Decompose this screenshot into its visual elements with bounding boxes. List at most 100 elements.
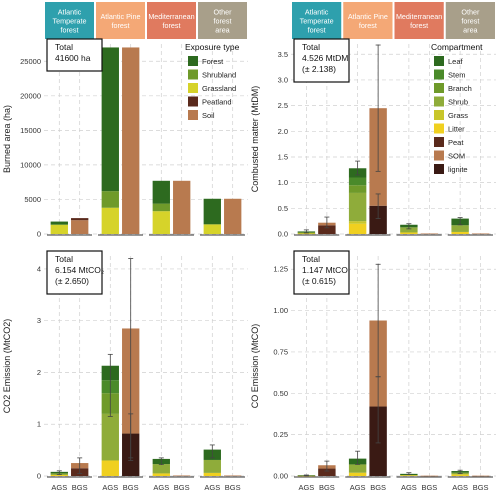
facet-strip-label: Atlantic Pine <box>101 12 141 21</box>
facet-strip-label: Atlantic <box>58 8 82 17</box>
y-tick-label: 1.0 <box>278 178 288 187</box>
y-tick-label: 0.5 <box>278 204 288 213</box>
panel-3: 0.00 0.25 0.50 0.75 1.00 1.25 CO Emission (MtC… <box>250 250 496 492</box>
legend-label: Peat <box>448 138 464 147</box>
facet-strip <box>45 2 94 39</box>
x-tick-label: AGS <box>350 483 366 492</box>
legend-label: Grass <box>448 111 468 120</box>
y-axis-title: Burned area (ha) <box>2 105 12 173</box>
y-tick-label: 2.0 <box>278 127 288 136</box>
total-box <box>46 250 103 295</box>
bar-segment <box>50 221 68 225</box>
legend-swatch <box>188 69 198 80</box>
facet-strip-label: area <box>463 26 477 35</box>
bar-segment <box>400 227 418 233</box>
x-tick-label: AGS <box>51 483 67 492</box>
facet-strip-label: Temperate <box>300 17 334 26</box>
legend-swatch <box>434 96 444 107</box>
legend-swatch <box>434 164 444 174</box>
facet-strip-label: forest <box>461 17 479 26</box>
bar-segment <box>152 473 170 476</box>
legend-title: Exposure type <box>185 42 240 52</box>
facet-strip <box>96 2 145 39</box>
facet-strip-label: Mediterranean <box>148 12 194 21</box>
x-tick-label: BGS <box>370 483 386 492</box>
x-tick-label: BGS <box>473 483 489 492</box>
legend-label: Branch <box>448 84 472 93</box>
bar-segment <box>318 468 336 476</box>
total-text: Total <box>55 254 73 264</box>
panel-2: 0 1 2 3 4 CO2 Emission (MtCO2) AGS BGS AGS BGS AGS… <box>2 250 248 492</box>
bar-segment <box>348 221 367 224</box>
bar-segment <box>101 191 119 208</box>
x-tick-label: AGS <box>401 483 417 492</box>
x-tick-label: BGS <box>421 483 437 492</box>
legend-swatch <box>188 96 198 107</box>
bar-segment <box>203 459 221 473</box>
bar-segment <box>50 224 68 226</box>
bar-segment <box>348 472 367 476</box>
bar-segment <box>50 474 68 476</box>
bar-segment <box>101 207 119 234</box>
bar-segment <box>101 413 119 461</box>
facet-strip <box>445 2 495 39</box>
y-tick-label: 5000 <box>24 195 41 204</box>
total-box <box>293 38 350 83</box>
facet-strip <box>198 2 247 39</box>
facet-strip-label: Other <box>461 8 480 17</box>
bar-segment <box>203 472 221 476</box>
y-tick-label: 0.50 <box>273 389 288 398</box>
bar-segment <box>451 474 469 476</box>
y-tick-label: 1.25 <box>273 265 288 274</box>
bar-segment <box>152 203 170 212</box>
y-tick-label: 1.00 <box>273 306 288 315</box>
facet-strip <box>394 2 444 39</box>
facet-strip-label: forest <box>112 21 130 30</box>
y-axis-title: CO Emission (MtCO) <box>250 324 260 409</box>
y-tick-label: 10000 <box>20 160 41 169</box>
legend-swatch <box>434 150 444 161</box>
x-tick-label: AGS <box>452 483 468 492</box>
facet-strip-label: forest <box>163 21 181 30</box>
y-tick-label: 1.5 <box>278 152 288 161</box>
legend-swatch <box>434 69 444 80</box>
total-box <box>293 250 350 295</box>
facet-strip <box>343 2 393 39</box>
total-text: Total <box>302 254 320 264</box>
legend-label: Stem <box>448 71 466 80</box>
facet-strip-label: Atlantic <box>305 8 329 17</box>
y-tick-label: 0.75 <box>273 347 288 356</box>
bar-segment <box>451 225 469 232</box>
bar-segment <box>173 180 191 234</box>
facet-strip-label: Mediterranean <box>396 12 442 21</box>
x-tick-label: BGS <box>225 483 241 492</box>
y-tick-label: 0.25 <box>273 430 288 439</box>
y-tick-label: 2.5 <box>278 101 288 110</box>
legend-swatch <box>434 83 444 93</box>
bar-segment <box>101 460 119 476</box>
bar-segment <box>203 198 221 225</box>
bar-segment <box>471 233 490 235</box>
bar-segment <box>420 475 439 477</box>
legend-label: Leaf <box>448 57 464 66</box>
legend-swatch <box>434 110 444 120</box>
legend-label: Litter <box>448 125 465 134</box>
legend-label: lignite <box>448 165 468 174</box>
legend-swatch <box>188 83 198 93</box>
legend-swatch <box>434 137 444 147</box>
x-tick-label: BGS <box>123 483 139 492</box>
legend-label: Shrub <box>448 98 468 107</box>
bar-segment <box>348 223 367 234</box>
x-tick-label: BGS <box>174 483 190 492</box>
bar-segment <box>471 475 490 477</box>
legend-swatch <box>434 56 444 66</box>
x-tick-label: AGS <box>298 483 314 492</box>
facet-strip-label: Other <box>214 8 233 17</box>
facet-strip <box>292 2 342 39</box>
legend-label: Soil <box>202 111 215 120</box>
bar-segment <box>348 185 367 193</box>
legend-swatch <box>188 110 198 120</box>
total-text: 6.154 MtCO₂ <box>55 265 104 275</box>
bar-segment <box>348 177 367 186</box>
